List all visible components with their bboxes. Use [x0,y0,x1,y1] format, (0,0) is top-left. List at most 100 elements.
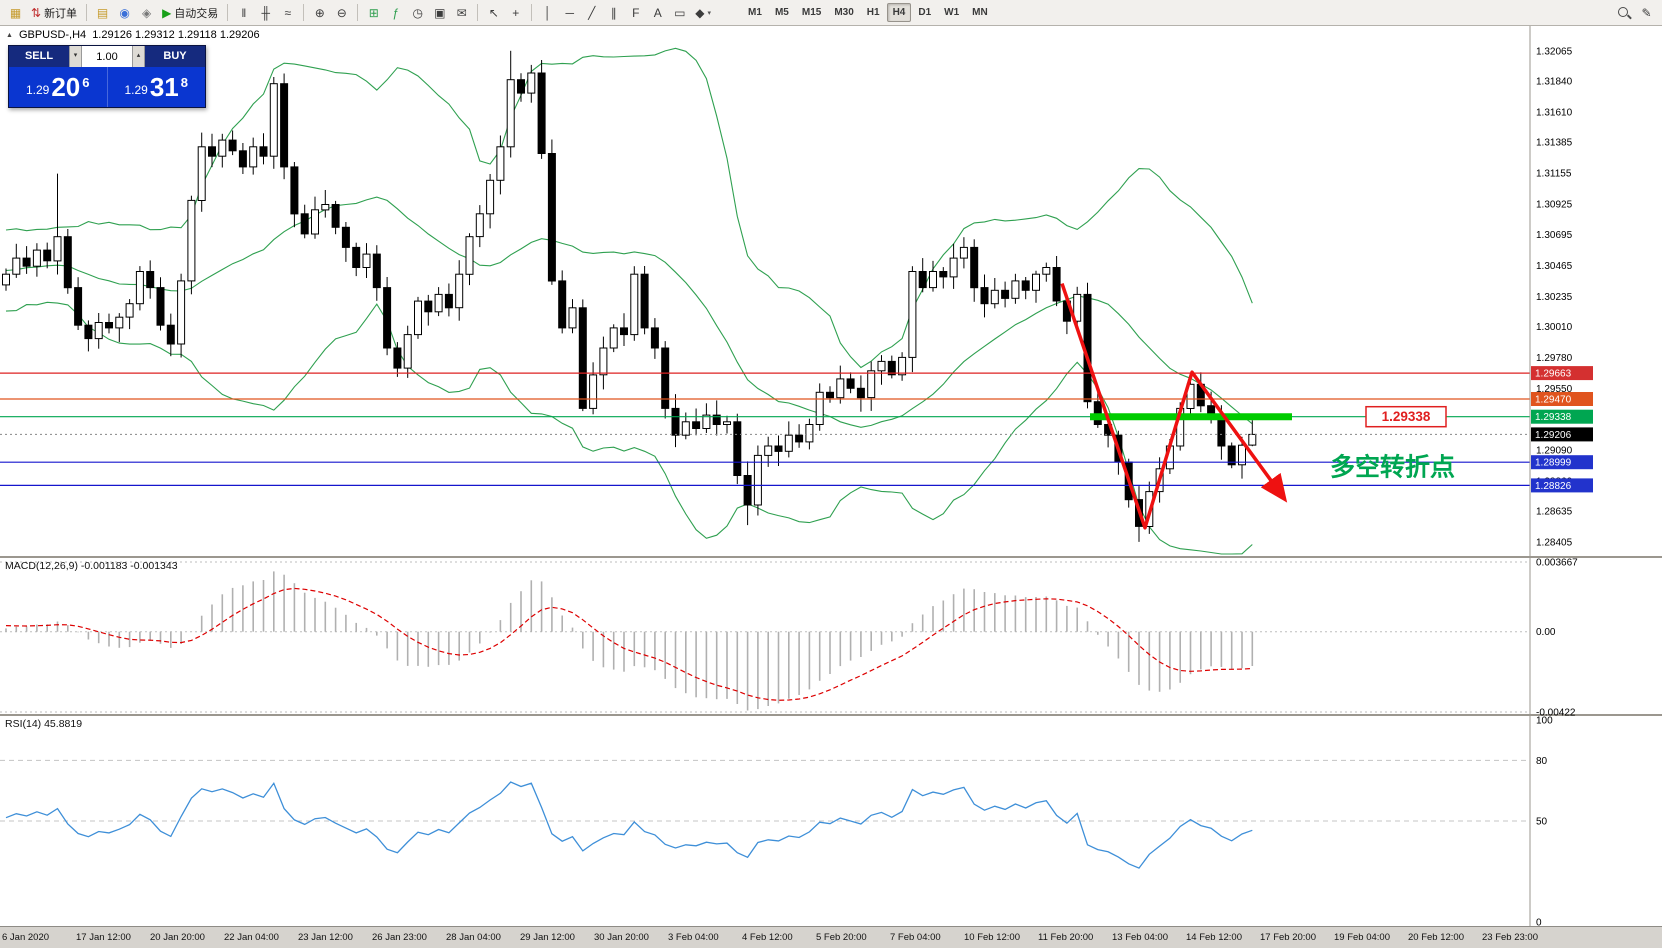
time-label: 10 Feb 12:00 [964,932,1020,943]
symbol-marker-icon: ▲ [6,31,13,39]
magnifier-glyph [1617,6,1631,20]
timeframe-D1[interactable]: D1 [918,7,932,18]
navigator-icon[interactable]: ◈ [136,3,157,23]
timeframe-W1[interactable]: W1 [944,7,960,18]
trendline-button-glyph: ╱ [588,5,596,20]
svg-text:0: 0 [1536,918,1542,927]
zoom-in-button[interactable]: ⊕ [309,3,330,23]
line-chart-button[interactable]: ≈ [277,3,298,23]
volume-up-icon[interactable]: ▴ [132,46,145,67]
sell-price-display[interactable]: 1.29 20 6 [9,67,108,107]
horizontal-line-button-glyph: ─ [565,5,575,20]
periods-button[interactable]: ◷ [407,3,428,23]
sell-price-small: 1.29 [25,83,50,97]
volume-input[interactable] [82,46,132,67]
time-label: 29 Jan 12:00 [520,932,575,943]
fibonacci-button-glyph: F [632,5,640,20]
svg-text:1.31385: 1.31385 [1536,138,1573,149]
annotation-text[interactable]: 多空转折点 [1330,453,1455,482]
chart-window: 1.29338 多空转折点 1.32065 1.31840 1.31610 1.31385… [0,26,1662,948]
indicators-button[interactable]: ƒ [385,3,406,23]
time-label: 4 Feb 12:00 [742,932,793,943]
buy-price-small: 1.29 [124,83,148,97]
timeframe-M1[interactable]: M1 [748,7,762,18]
svg-text:1.29663: 1.29663 [1535,369,1572,380]
toolbar-separator [531,4,533,21]
time-label: 6 Jan 2020 [2,932,50,943]
edit-icon[interactable]: ✎ [1636,3,1657,23]
channel-button[interactable]: ∥ [603,3,624,23]
timeframe-M30[interactable]: M30 [834,7,854,18]
timeframe-M15[interactable]: M15 [801,7,822,18]
svg-text:50: 50 [1536,817,1548,828]
symbol-info: ▲ GBPUSD-,H4 1.29126 1.29312 1.29118 1.2… [6,29,260,41]
time-label: 23 Jan 12:00 [298,932,353,943]
toolbar-separator [303,4,305,21]
price-label-box[interactable]: 1.29338 [1365,405,1447,428]
price-badge: 1.28999 [1531,455,1593,470]
text-button[interactable]: A [647,3,668,23]
rsi-axis: 100 80 50 0 [1536,716,1553,927]
fibonacci-button[interactable]: F [625,3,646,23]
label-button[interactable]: ▭ [669,3,690,23]
dropdown-arrow-icon: ▾ [707,9,712,17]
crosshair-button-glyph: + [512,5,520,20]
chart-profiles-icon[interactable]: ▤ [92,3,113,23]
periods-button-glyph: ◷ [412,5,424,20]
timeframe-M5[interactable]: M5 [774,7,789,18]
autotrading-button-glyph: ▶ [162,5,172,20]
autotrading-button[interactable]: ▶ 自动交易 [158,3,222,23]
svg-text:1.29090: 1.29090 [1536,446,1573,457]
current-price-badge: 1.29206 [1531,427,1593,442]
sell-button[interactable]: SELL [9,46,69,67]
horizontal-line-button[interactable]: ─ [559,3,580,23]
templates-button[interactable]: ▣ [429,3,450,23]
shapes-button[interactable]: ◆ ▾ [691,3,715,23]
price-axis: 1.32065 1.31840 1.31610 1.31385 1.31155 1.309… [1536,46,1573,548]
tile-windows-button-glyph: ⊞ [368,5,379,20]
timeframe-H4[interactable]: H4 [886,3,912,22]
bar-chart-button[interactable]: ‖ [233,3,254,23]
candlestick-chart-button-glyph: ╫ [261,5,271,20]
toolbar-separator [357,4,359,21]
search-icon[interactable] [1613,3,1635,23]
toolbar-separator [477,4,479,21]
app-icon-glyph: ▦ [9,5,22,20]
cursor-button[interactable]: ↖ [483,3,504,23]
candlestick-chart-button[interactable]: ╫ [255,3,276,23]
buy-button[interactable]: BUY [145,46,205,67]
svg-text:0.003667: 0.003667 [1536,558,1578,569]
crosshair-button[interactable]: + [505,3,526,23]
buy-price-sup: 8 [180,74,188,90]
svg-text:1.30235: 1.30235 [1536,292,1573,303]
zoom-out-button[interactable]: ⊖ [331,3,352,23]
svg-text:1.30010: 1.30010 [1536,322,1573,333]
text-button-glyph: A [653,5,662,20]
trendline-button[interactable]: ╱ [581,3,602,23]
time-label: 13 Feb 04:00 [1112,932,1168,943]
time-label: 5 Feb 20:00 [816,932,867,943]
price-badge: 1.28826 [1531,478,1593,493]
time-label: 23 Feb 23:00 [1482,932,1538,943]
timeframe-H1[interactable]: H1 [866,7,880,18]
svg-text:0.00: 0.00 [1536,627,1556,638]
vertical-line-button[interactable]: │ [537,3,558,23]
new-order-button[interactable]: ⇅ 新订单 [27,3,81,23]
cursor-button-glyph: ↖ [488,5,499,20]
mail-icon[interactable]: ✉ [451,3,472,23]
market-watch-icon[interactable]: ◉ [114,3,135,23]
timeframe-MN[interactable]: MN [972,7,988,18]
time-label: 22 Jan 04:00 [224,932,279,943]
panel-separators[interactable] [0,556,1662,716]
chart-canvas[interactable]: 1.29338 多空转折点 1.32065 1.31840 1.31610 1.31385… [0,26,1662,926]
sell-price-big: 20 [51,72,81,102]
horizontal-lines[interactable] [0,372,1530,486]
svg-text:1.29338: 1.29338 [1535,412,1572,423]
volume-down-icon[interactable]: ▾ [69,46,82,67]
tile-windows-button[interactable]: ⊞ [363,3,384,23]
zigzag-annotation[interactable] [1060,283,1288,530]
time-axis: 6 Jan 2020 17 Jan 12:00 20 Jan 20:00 22 Jan… [0,926,1662,948]
buy-price-display[interactable]: 1.29 31 8 [108,67,206,107]
sell-price-sup: 6 [82,74,90,90]
templates-button-glyph: ▣ [434,5,446,20]
